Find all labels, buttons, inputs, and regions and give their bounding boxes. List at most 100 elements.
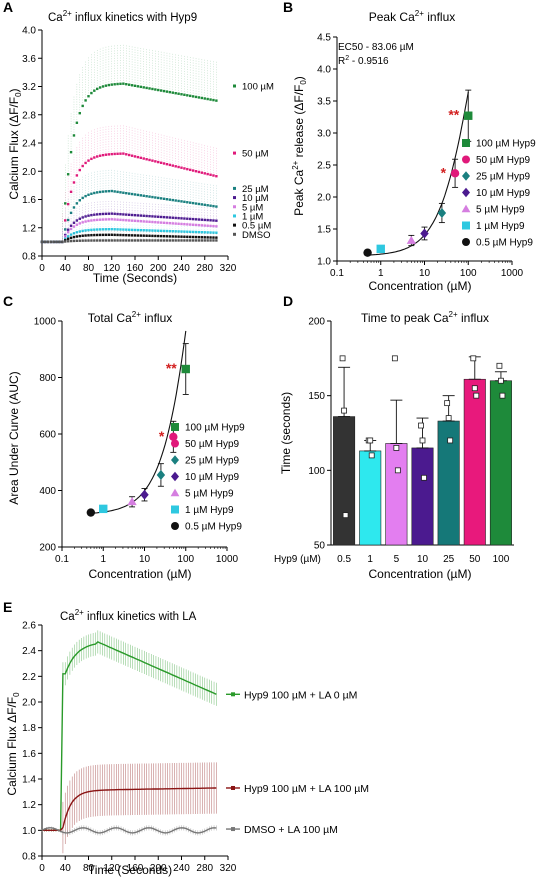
panel-d-data-point — [447, 437, 454, 444]
panel-a-point — [72, 134, 76, 137]
panel-a-point — [66, 230, 70, 234]
panel-b-legend-label: 5 µM Hyp9 — [476, 205, 525, 216]
panel-a-point — [46, 240, 50, 244]
panel-a-point — [90, 233, 93, 237]
panel-a-point — [66, 235, 70, 238]
panel-letter-d: D — [283, 293, 293, 309]
panel-a-point — [212, 236, 215, 239]
panel-e-series: Hyp9 100 µM + LA 0 µM — [41, 630, 357, 832]
panel-a-point — [154, 234, 157, 238]
panel-a-point — [142, 239, 145, 242]
panel-a-point — [154, 196, 157, 199]
panel-a-point — [127, 192, 131, 195]
panel-a-point — [154, 215, 157, 218]
panel-a-point — [168, 90, 172, 94]
panel-a-point — [194, 95, 198, 99]
panel-a-point — [162, 89, 166, 93]
panel-b-r2-sup: 2 — [345, 55, 349, 62]
panel-c-significance: ** — [166, 360, 177, 376]
panel-a-point — [171, 198, 174, 202]
panel-a-legend-marker — [233, 214, 236, 218]
panel-a-point — [133, 84, 137, 87]
panel-a-series: 25 µM — [40, 169, 269, 244]
panel-letter-c: C — [3, 293, 13, 309]
panel-b-legend-marker — [462, 221, 470, 230]
panel-a-point — [110, 218, 113, 221]
panel-a-point — [116, 218, 119, 221]
panel-e-y-tick-label: 2.0 — [22, 698, 36, 709]
panel-a-point — [107, 233, 111, 237]
panel-a-point — [145, 234, 148, 237]
panel-a-point — [78, 234, 81, 238]
panel-c-point — [169, 432, 178, 442]
panel-e-y-tick-label: 2.2 — [22, 672, 36, 683]
panel-a-point — [148, 234, 151, 238]
panel-a-point — [215, 174, 218, 178]
panel-a-series: 100 µM — [40, 44, 274, 244]
panel-a-point — [101, 218, 105, 221]
panel-a-point — [64, 202, 67, 205]
panel-a-point — [127, 234, 131, 237]
panel-a-point — [177, 216, 180, 220]
panel-a-ylabel-sub: 0 — [14, 92, 23, 97]
panel-c-legend-label: 0.5 µM Hyp9 — [185, 522, 242, 533]
panel-a-point — [148, 239, 151, 242]
panel-a-point — [127, 239, 131, 242]
panel-a-point — [136, 228, 140, 232]
panel-a-point — [197, 170, 201, 174]
panel-a-point — [81, 164, 84, 168]
panel-a-point — [130, 84, 134, 87]
panel-a-point — [122, 228, 125, 231]
panel-b-title-main: Peak Ca — [369, 10, 415, 24]
panel-a-point — [200, 171, 204, 174]
panel-a-point — [157, 88, 160, 92]
panel-e-title-rest: influx kinetics with LA — [84, 611, 197, 623]
panel-d-data-point — [391, 355, 398, 362]
panel-a-point — [162, 197, 166, 200]
panel-a-point — [180, 230, 183, 233]
panel-a-legend-label: 5 µM — [242, 202, 263, 213]
panel-b-legend-label: 100 µM Hyp9 — [476, 139, 536, 150]
panel-a-point — [81, 239, 84, 242]
panel-b-legend-marker — [462, 139, 470, 147]
panel-a-point — [113, 233, 116, 237]
panel-c-legend-marker — [171, 423, 179, 431]
panel-a-point — [110, 212, 113, 215]
panel-b-ylabel: Peak Ca2+ release (ΔF/F0) — [291, 76, 308, 216]
panel-a-point — [165, 239, 169, 242]
panel-a-legend-marker — [233, 205, 236, 209]
panel-a-point — [125, 234, 128, 237]
panel-b-point — [420, 228, 429, 239]
panel-a-point — [119, 152, 122, 155]
panel-a-point — [139, 214, 143, 217]
panel-a-point — [87, 214, 90, 217]
panel-a-legend-label: 10 µM — [242, 193, 269, 204]
panel-a-point — [157, 221, 160, 224]
panel-c-significance: * — [159, 428, 165, 444]
panel-c-x-tick-label: 10 — [139, 554, 151, 565]
panel-a-point — [162, 229, 166, 233]
panel-a-point — [96, 155, 99, 158]
panel-b-y-tick-label: 4.5 — [317, 33, 331, 44]
panel-a-point — [136, 214, 140, 217]
panel-a-point — [189, 230, 192, 234]
panel-a-point — [136, 193, 140, 197]
panel-a-point — [200, 203, 204, 206]
panel-c-y-tick-label: 200 — [39, 543, 56, 554]
panel-a-point — [215, 99, 218, 102]
panel-a-point — [98, 86, 102, 89]
panel-a-point — [104, 239, 108, 242]
panel-e-x-tick-label: 320 — [220, 863, 237, 874]
panel-a-point — [116, 212, 119, 216]
panel-a-point — [119, 228, 122, 231]
panel-a-point — [90, 228, 93, 232]
panel-a-point — [215, 239, 218, 242]
panel-a-point — [183, 239, 186, 242]
panel-a-point — [157, 215, 160, 218]
panel-d-data-point — [421, 474, 427, 481]
panel-e-y-tick-label: 1.8 — [22, 723, 36, 734]
panel-a-point — [191, 235, 195, 239]
panel-a-point — [148, 195, 151, 198]
panel-a-point — [157, 239, 160, 242]
panel-e-title-sup: 2+ — [75, 608, 84, 617]
